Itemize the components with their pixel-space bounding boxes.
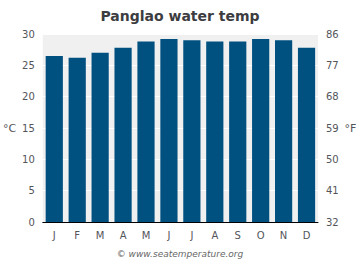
svg-text:15: 15 <box>22 123 35 134</box>
svg-text:59: 59 <box>326 123 339 134</box>
svg-text:°C: °C <box>3 122 17 135</box>
svg-text:41: 41 <box>326 185 339 196</box>
svg-text:32: 32 <box>326 217 339 228</box>
svg-text:J: J <box>166 230 170 241</box>
svg-text:50: 50 <box>326 154 339 165</box>
svg-text:68: 68 <box>326 91 339 102</box>
svg-text:Panglao water temp: Panglao water temp <box>100 8 259 24</box>
svg-text:25: 25 <box>22 60 35 71</box>
svg-text:30: 30 <box>22 29 35 40</box>
svg-text:J: J <box>189 230 193 241</box>
svg-text:20: 20 <box>22 91 35 102</box>
svg-text:© www.seatemperature.org: © www.seatemperature.org <box>117 249 244 259</box>
svg-text:86: 86 <box>326 29 339 40</box>
svg-text:S: S <box>235 230 241 241</box>
svg-text:5: 5 <box>28 185 34 196</box>
svg-text:N: N <box>280 230 287 241</box>
svg-text:10: 10 <box>22 154 35 165</box>
svg-text:M: M <box>96 230 105 241</box>
svg-text:A: A <box>211 230 218 241</box>
svg-text:D: D <box>303 230 311 241</box>
svg-text:77: 77 <box>326 60 339 71</box>
svg-text:A: A <box>120 230 127 241</box>
svg-text:°F: °F <box>345 122 357 135</box>
svg-text:J: J <box>52 230 56 241</box>
svg-text:0: 0 <box>28 217 34 228</box>
svg-text:M: M <box>142 230 151 241</box>
svg-text:O: O <box>257 230 265 241</box>
svg-text:F: F <box>74 230 80 241</box>
